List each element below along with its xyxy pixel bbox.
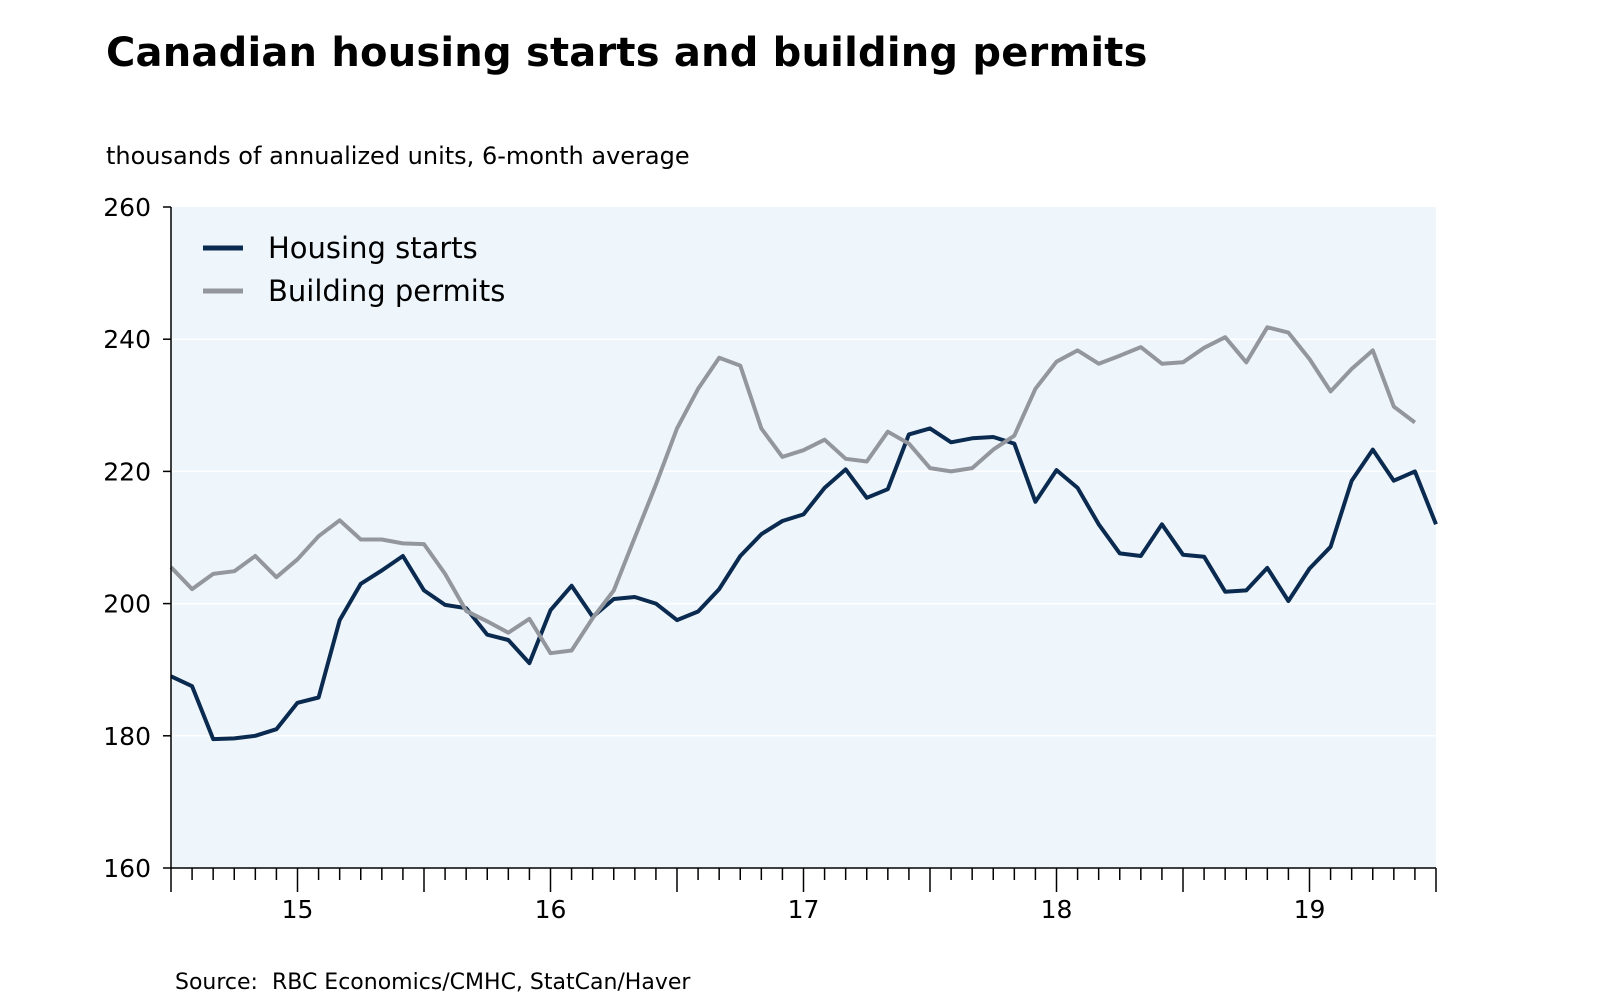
legend: Housing starts Building permits — [203, 231, 505, 308]
series-line-building-permits — [169, 325, 1417, 656]
source-note: Source: RBC Economics/CMHC, StatCan/Have… — [175, 970, 691, 995]
y-tick-label-260: 260 — [103, 193, 151, 222]
legend-label-0: Housing starts — [268, 231, 478, 265]
chart-title: Canadian housing starts and building per… — [106, 30, 1148, 76]
x-tick-label-15: 15 — [282, 895, 314, 924]
y-tick-label-160: 160 — [103, 854, 151, 883]
x-tick-label-17: 17 — [788, 895, 820, 924]
x-tick-label-18: 18 — [1041, 895, 1073, 924]
x-tick-label-19: 19 — [1294, 895, 1326, 924]
y-axis-units-label: thousands of annualized units, 6-month a… — [106, 142, 690, 170]
y-tick-label-180: 180 — [103, 722, 151, 751]
legend-label-1: Building permits — [268, 274, 505, 308]
series-line-housing-starts — [170, 426, 1438, 742]
y-tick-label-200: 200 — [103, 590, 151, 619]
y-tick-label-220: 220 — [103, 457, 151, 486]
axes: 160 180 200 220 240 260 15 16 17 18 19 — [103, 193, 1437, 924]
series-lines — [169, 325, 1438, 742]
x-tick-label-16: 16 — [535, 895, 567, 924]
plot-area — [171, 207, 1436, 868]
y-tick-label-240: 240 — [103, 325, 151, 354]
